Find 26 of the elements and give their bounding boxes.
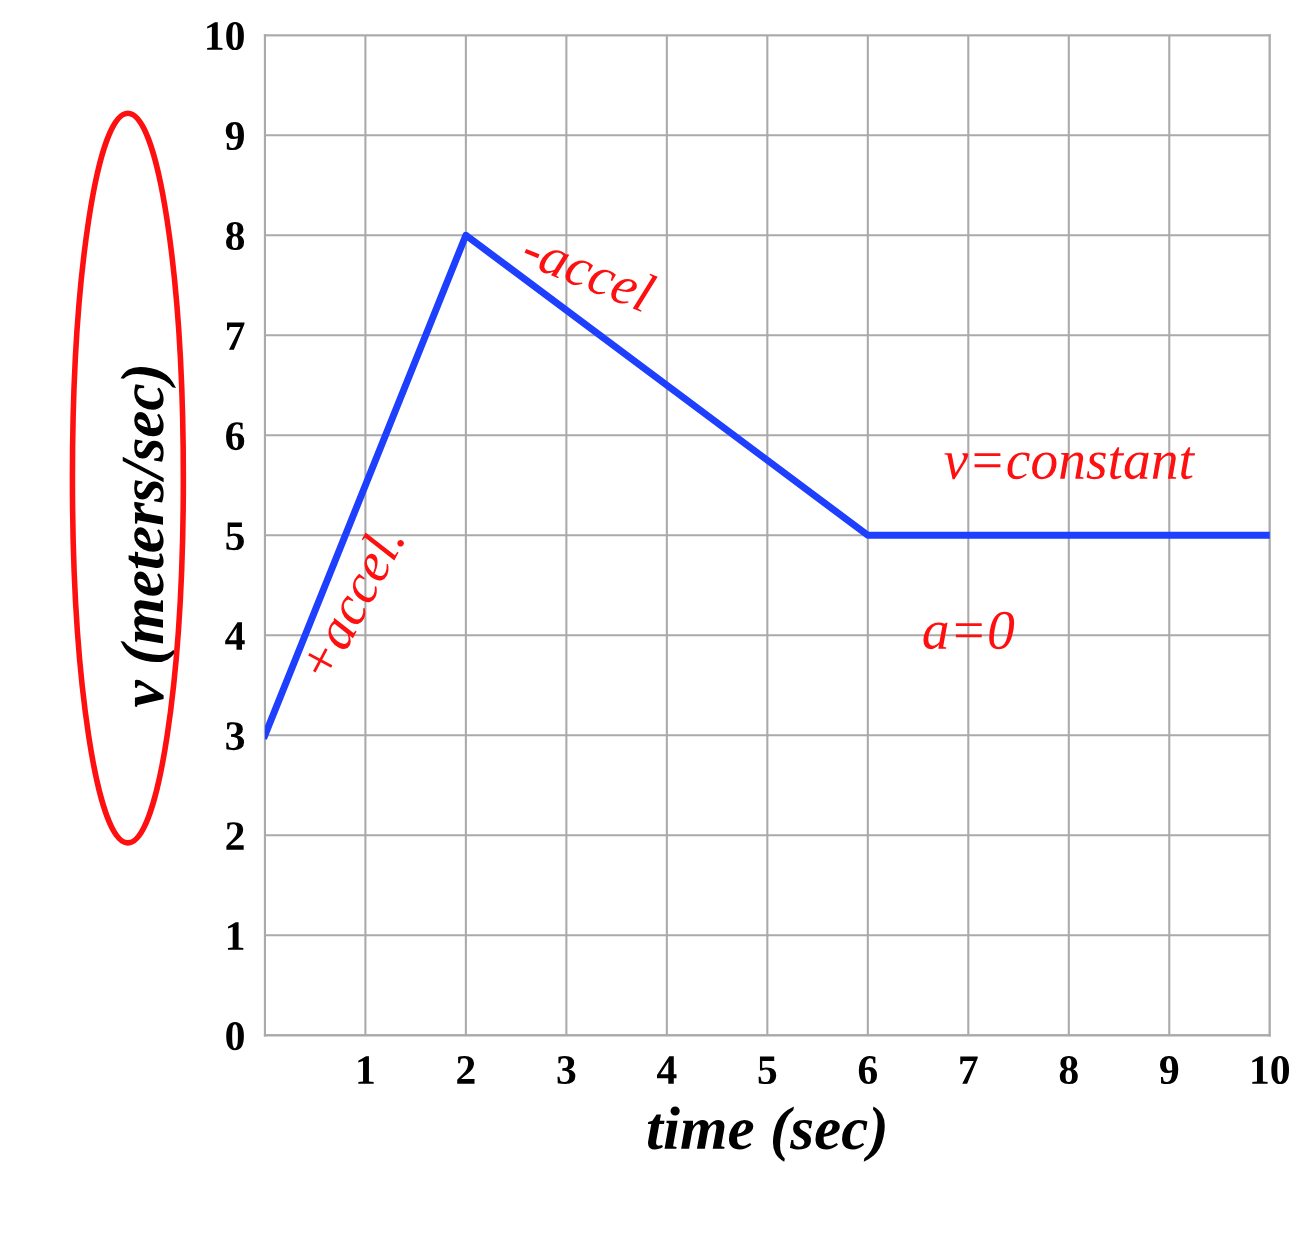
x-tick-label: 1 [358,1056,374,1084]
y-tick-label: 4 [225,622,245,650]
x-tick-label: 5 [758,1056,777,1085]
y-tick-label: 7 [227,322,245,350]
annotation: a=0 [923,611,1015,650]
y-tick-label: 8 [226,221,245,251]
x-tick-label: 7 [960,1056,978,1084]
y-tick-label: 10 [207,21,244,51]
y-tick-label: 1 [227,922,244,950]
x-tick-label: 8 [1059,1055,1078,1085]
x-tick-label: 4 [657,1056,677,1084]
y-tick-label: 5 [226,522,244,551]
y-tick-label: 9 [225,122,244,151]
x-tick-label: 2 [457,1056,475,1084]
y-axis-title: v (meters/sec) [120,366,177,707]
y-tick-label: 0 [226,1022,244,1051]
y-tick-label: 2 [226,822,244,850]
x-tick-label: 3 [557,1056,576,1085]
y-tick-label: 6 [226,422,245,451]
x-tick-label: 6 [858,1056,878,1085]
x-tick-label: 9 [1160,1056,1179,1085]
annotation: v=constant [944,447,1196,480]
x-tick-label: 10 [1252,1055,1290,1085]
y-tick-label: 3 [226,722,245,751]
annotation: -accel [520,227,658,314]
x-axis-title: time (sec) [647,1106,885,1162]
